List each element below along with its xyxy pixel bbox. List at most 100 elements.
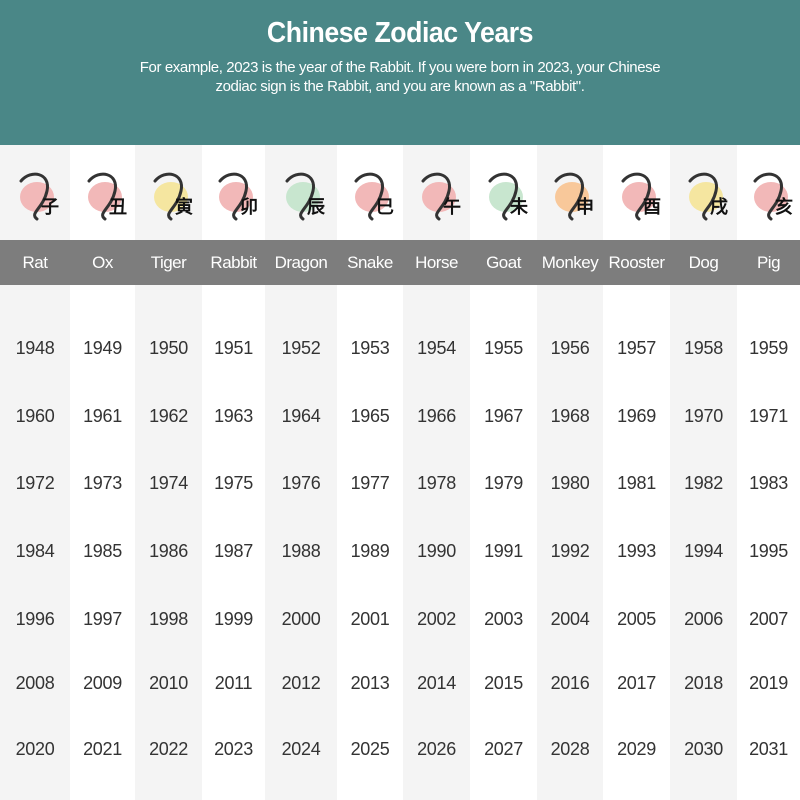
year-cell: 1981 [617, 473, 656, 493]
year-cell: 2018 [684, 673, 723, 693]
year-cell: 2023 [214, 739, 253, 759]
year-cell: 2011 [214, 673, 253, 693]
year-cell: 2020 [15, 739, 55, 759]
year-cell: 1954 [417, 338, 456, 358]
dragon-icon: 辰 [265, 145, 337, 240]
year-cell: 1980 [550, 473, 590, 493]
year-cell: 2006 [684, 609, 723, 629]
svg-text:酉: 酉 [643, 197, 661, 217]
year-cell: 1993 [617, 541, 656, 561]
snake-icon: 巳 [337, 145, 403, 240]
year-cell: 1952 [281, 338, 321, 358]
sign-label-ox: Ox [92, 252, 113, 272]
sign-label-rat: Rat [22, 252, 48, 272]
sign-label-horse: Horse [415, 252, 458, 272]
svg-text:辰: 辰 [307, 197, 325, 217]
year-cell: 1961 [83, 406, 122, 426]
year-cell: 1957 [617, 338, 656, 358]
year-cell: 1988 [281, 541, 321, 561]
year-cell: 2010 [149, 673, 188, 693]
year-cell: 2027 [484, 739, 523, 759]
svg-text:午: 午 [443, 196, 461, 217]
year-cell: 2001 [350, 609, 390, 629]
year-cell: 1996 [15, 609, 55, 629]
year-cell: 1978 [417, 473, 456, 493]
rat-icon: 子 [0, 145, 70, 240]
svg-text:巳: 巳 [376, 197, 394, 217]
year-cell: 1951 [214, 338, 253, 358]
year-cell: 2022 [149, 739, 188, 759]
rabbit-icon: 卯 [202, 145, 265, 240]
year-cell: 1995 [749, 541, 788, 561]
year-cell: 1990 [417, 541, 456, 561]
year-cell: 2014 [417, 673, 456, 693]
year-cell: 2012 [281, 673, 321, 693]
year-cell: 1971 [749, 406, 788, 426]
svg-text:未: 未 [510, 197, 529, 217]
year-cell: 1970 [684, 406, 723, 426]
column-snake: 巳 1953 1965 1977 1989 2001 2013 2025 [337, 145, 403, 800]
year-cell: 1956 [550, 338, 590, 358]
rooster-icon: 酉 [603, 145, 670, 240]
year-cell: 2024 [281, 739, 321, 759]
year-cell: 1962 [149, 406, 188, 426]
year-cell: 1991 [484, 541, 523, 561]
year-cell: 1953 [350, 338, 390, 358]
column-goat: 未 1955 1967 1979 1991 2003 2015 2027 [470, 145, 537, 800]
year-cell: 1969 [617, 406, 656, 426]
column-rooster: 酉 1957 1969 1981 1993 2005 2017 2029 [603, 145, 670, 800]
year-cell: 1976 [281, 473, 321, 493]
year-cell: 1968 [550, 406, 590, 426]
year-cell: 1966 [417, 406, 456, 426]
year-cell: 2004 [550, 609, 590, 629]
header: Chinese Zodiac Years For example, 2023 i… [0, 0, 800, 145]
year-cell: 1967 [484, 406, 523, 426]
year-cell: 1960 [15, 406, 55, 426]
goat-icon: 未 [470, 145, 537, 240]
year-cell: 1997 [83, 609, 122, 629]
horse-icon: 午 [403, 145, 470, 240]
year-cell: 1963 [214, 406, 253, 426]
year-cell: 2019 [749, 673, 788, 693]
svg-text:卯: 卯 [240, 197, 258, 217]
year-cell: 1999 [214, 609, 253, 629]
year-cell: 2000 [281, 609, 321, 629]
column-ox: 丑 1949 1961 1973 1985 1997 2009 2021 [70, 145, 135, 800]
year-cell: 1959 [749, 338, 788, 358]
sign-label-goat: Goat [486, 252, 521, 272]
year-cell: 1975 [214, 473, 253, 493]
sign-label-monkey: Monkey [541, 252, 599, 272]
year-cell: 1994 [684, 541, 723, 561]
sign-label-tiger: Tiger [150, 252, 187, 272]
year-cell: 1955 [484, 338, 523, 358]
year-cell: 1983 [749, 473, 788, 493]
sign-label-pig: Pig [756, 252, 781, 272]
monkey-icon: 申 [537, 145, 603, 240]
year-cell: 1949 [83, 338, 122, 358]
year-cell: 1989 [350, 541, 390, 561]
year-cell: 1965 [350, 406, 390, 426]
year-cell: 1964 [281, 406, 321, 426]
year-cell: 1974 [149, 473, 188, 493]
year-cell: 2016 [550, 673, 590, 693]
sign-label-rooster: Rooster [608, 252, 665, 272]
sign-name-band: Rat Ox Tiger Rabbit Dragon Snake Horse Goat Monk… [0, 240, 800, 285]
year-cell: 1958 [684, 338, 723, 358]
year-cell: 1977 [350, 473, 390, 493]
year-cell: 1972 [15, 473, 55, 493]
year-cell: 1992 [550, 541, 590, 561]
year-cell: 2009 [83, 673, 122, 693]
year-cell: 1985 [83, 541, 122, 561]
year-cell: 1982 [684, 473, 723, 493]
svg-text:丑: 丑 [109, 197, 127, 217]
tiger-icon: 寅 [135, 145, 202, 240]
year-cell: 2015 [484, 673, 523, 693]
year-cell: 1973 [83, 473, 122, 493]
year-cell: 2031 [749, 739, 788, 759]
year-cell: 1948 [15, 338, 55, 358]
year-cell: 1998 [149, 609, 188, 629]
year-cell: 1979 [484, 473, 523, 493]
sign-label-rabbit: Rabbit [210, 252, 257, 272]
dog-icon: 戌 [670, 145, 737, 240]
sign-label-snake: Snake [347, 252, 393, 272]
